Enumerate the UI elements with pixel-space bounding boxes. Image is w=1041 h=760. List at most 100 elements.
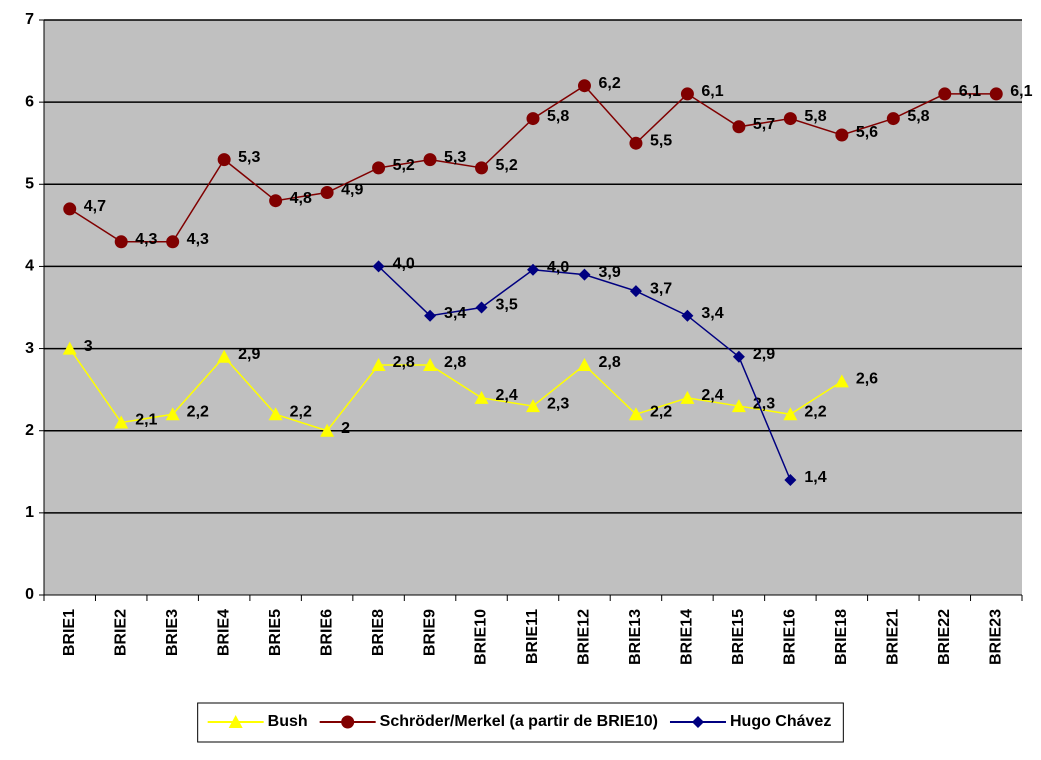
- data-label: 2,3: [753, 395, 775, 412]
- marker: [423, 153, 437, 167]
- x-tick-label: BRIE11: [524, 609, 541, 664]
- marker: [680, 390, 695, 404]
- data-label: 5,8: [547, 108, 569, 125]
- data-label: 6,2: [598, 75, 620, 92]
- data-label: 2,9: [238, 346, 260, 363]
- marker: [938, 87, 952, 101]
- marker: [526, 112, 540, 126]
- legend-box: [197, 702, 844, 743]
- marker: [629, 136, 643, 150]
- data-label: 6,1: [1010, 83, 1032, 100]
- data-label: 2,2: [290, 404, 312, 421]
- x-tick-label: BRIE9: [421, 609, 438, 656]
- x-tick-label: BRIE5: [267, 609, 284, 656]
- marker: [341, 715, 355, 729]
- marker: [629, 285, 642, 298]
- y-tick-label: 4: [25, 258, 34, 275]
- marker: [268, 407, 283, 421]
- data-label: 5,3: [238, 149, 260, 166]
- x-tick-label: BRIE23: [987, 609, 1004, 665]
- data-label: 5,8: [907, 108, 929, 125]
- marker: [834, 374, 849, 388]
- marker: [372, 260, 385, 273]
- x-tick-label: BRIE22: [936, 609, 953, 665]
- legend-label: Hugo Chávez: [730, 713, 831, 730]
- marker: [681, 309, 694, 322]
- marker: [320, 423, 335, 437]
- marker: [320, 186, 334, 199]
- marker: [835, 128, 849, 142]
- marker: [784, 474, 797, 486]
- data-label: 3,9: [598, 264, 620, 281]
- marker: [166, 235, 180, 249]
- y-tick-label: 5: [25, 176, 34, 193]
- marker: [217, 153, 231, 167]
- marker: [423, 358, 438, 371]
- data-label: 4,0: [393, 256, 415, 273]
- data-label: 4,8: [290, 190, 312, 207]
- legend-label: Bush: [268, 713, 308, 730]
- marker: [372, 161, 386, 175]
- marker: [228, 715, 243, 728]
- x-tick-label: BRIE6: [318, 609, 335, 656]
- x-tick-label: BRIE13: [627, 609, 644, 665]
- marker: [680, 87, 694, 101]
- marker: [424, 309, 437, 322]
- data-label: 5,6: [856, 124, 878, 141]
- x-tick-label: BRIE8: [370, 609, 387, 656]
- marker: [628, 407, 643, 421]
- data-label: 2,8: [393, 354, 415, 371]
- data-label: 4,9: [341, 182, 363, 199]
- data-label: 3,5: [496, 297, 518, 314]
- data-label: 2,6: [856, 371, 878, 388]
- x-tick-label: BRIE2: [112, 609, 129, 656]
- marker: [732, 350, 745, 363]
- data-label: 5,7: [753, 116, 775, 133]
- data-label: 5,2: [393, 157, 415, 174]
- data-label: 3,4: [444, 305, 466, 322]
- data-label: 2: [341, 420, 350, 437]
- x-tick-label: BRIE4: [215, 609, 232, 656]
- marker: [114, 235, 128, 249]
- marker: [783, 112, 797, 126]
- data-label: 2,8: [598, 354, 620, 371]
- data-label: 5,3: [444, 149, 466, 166]
- data-label: 5,8: [804, 108, 826, 125]
- marker: [577, 358, 592, 371]
- marker: [371, 358, 386, 371]
- data-label: 2,8: [444, 354, 466, 371]
- marker: [475, 301, 488, 314]
- legend-label: Schröder/Merkel (a partir de BRIE10): [380, 713, 658, 730]
- x-tick-label: BRIE1: [61, 609, 78, 656]
- data-label: 6,1: [959, 83, 981, 100]
- marker: [526, 399, 540, 413]
- plot-area: [44, 20, 1022, 595]
- data-label: 2,2: [650, 404, 672, 421]
- marker: [731, 399, 746, 413]
- marker: [217, 349, 232, 363]
- data-label: 4,3: [187, 231, 209, 248]
- x-tick-label: BRIE10: [473, 609, 490, 665]
- marker: [578, 268, 591, 281]
- x-tick-label: BRIE12: [576, 609, 593, 665]
- marker: [475, 161, 489, 175]
- data-label: 2,2: [804, 404, 826, 421]
- y-tick-label: 6: [25, 93, 34, 110]
- data-label: 2,3: [547, 395, 569, 412]
- data-label: 4,7: [84, 198, 106, 215]
- data-label: 2,1: [135, 412, 157, 429]
- data-label: 6,1: [701, 83, 723, 100]
- data-label: 2,2: [187, 404, 209, 421]
- y-tick-label: 7: [25, 11, 34, 28]
- x-tick-label: BRIE16: [782, 609, 799, 665]
- data-label: 2,9: [753, 346, 775, 363]
- data-label: 4,3: [135, 231, 157, 248]
- x-tick-label: BRIE3: [164, 609, 181, 656]
- y-tick-label: 2: [25, 422, 34, 439]
- marker: [732, 120, 746, 134]
- series-line: [69, 348, 843, 432]
- marker: [577, 79, 591, 93]
- y-tick-label: 1: [25, 504, 34, 521]
- data-label: 2,4: [701, 387, 723, 404]
